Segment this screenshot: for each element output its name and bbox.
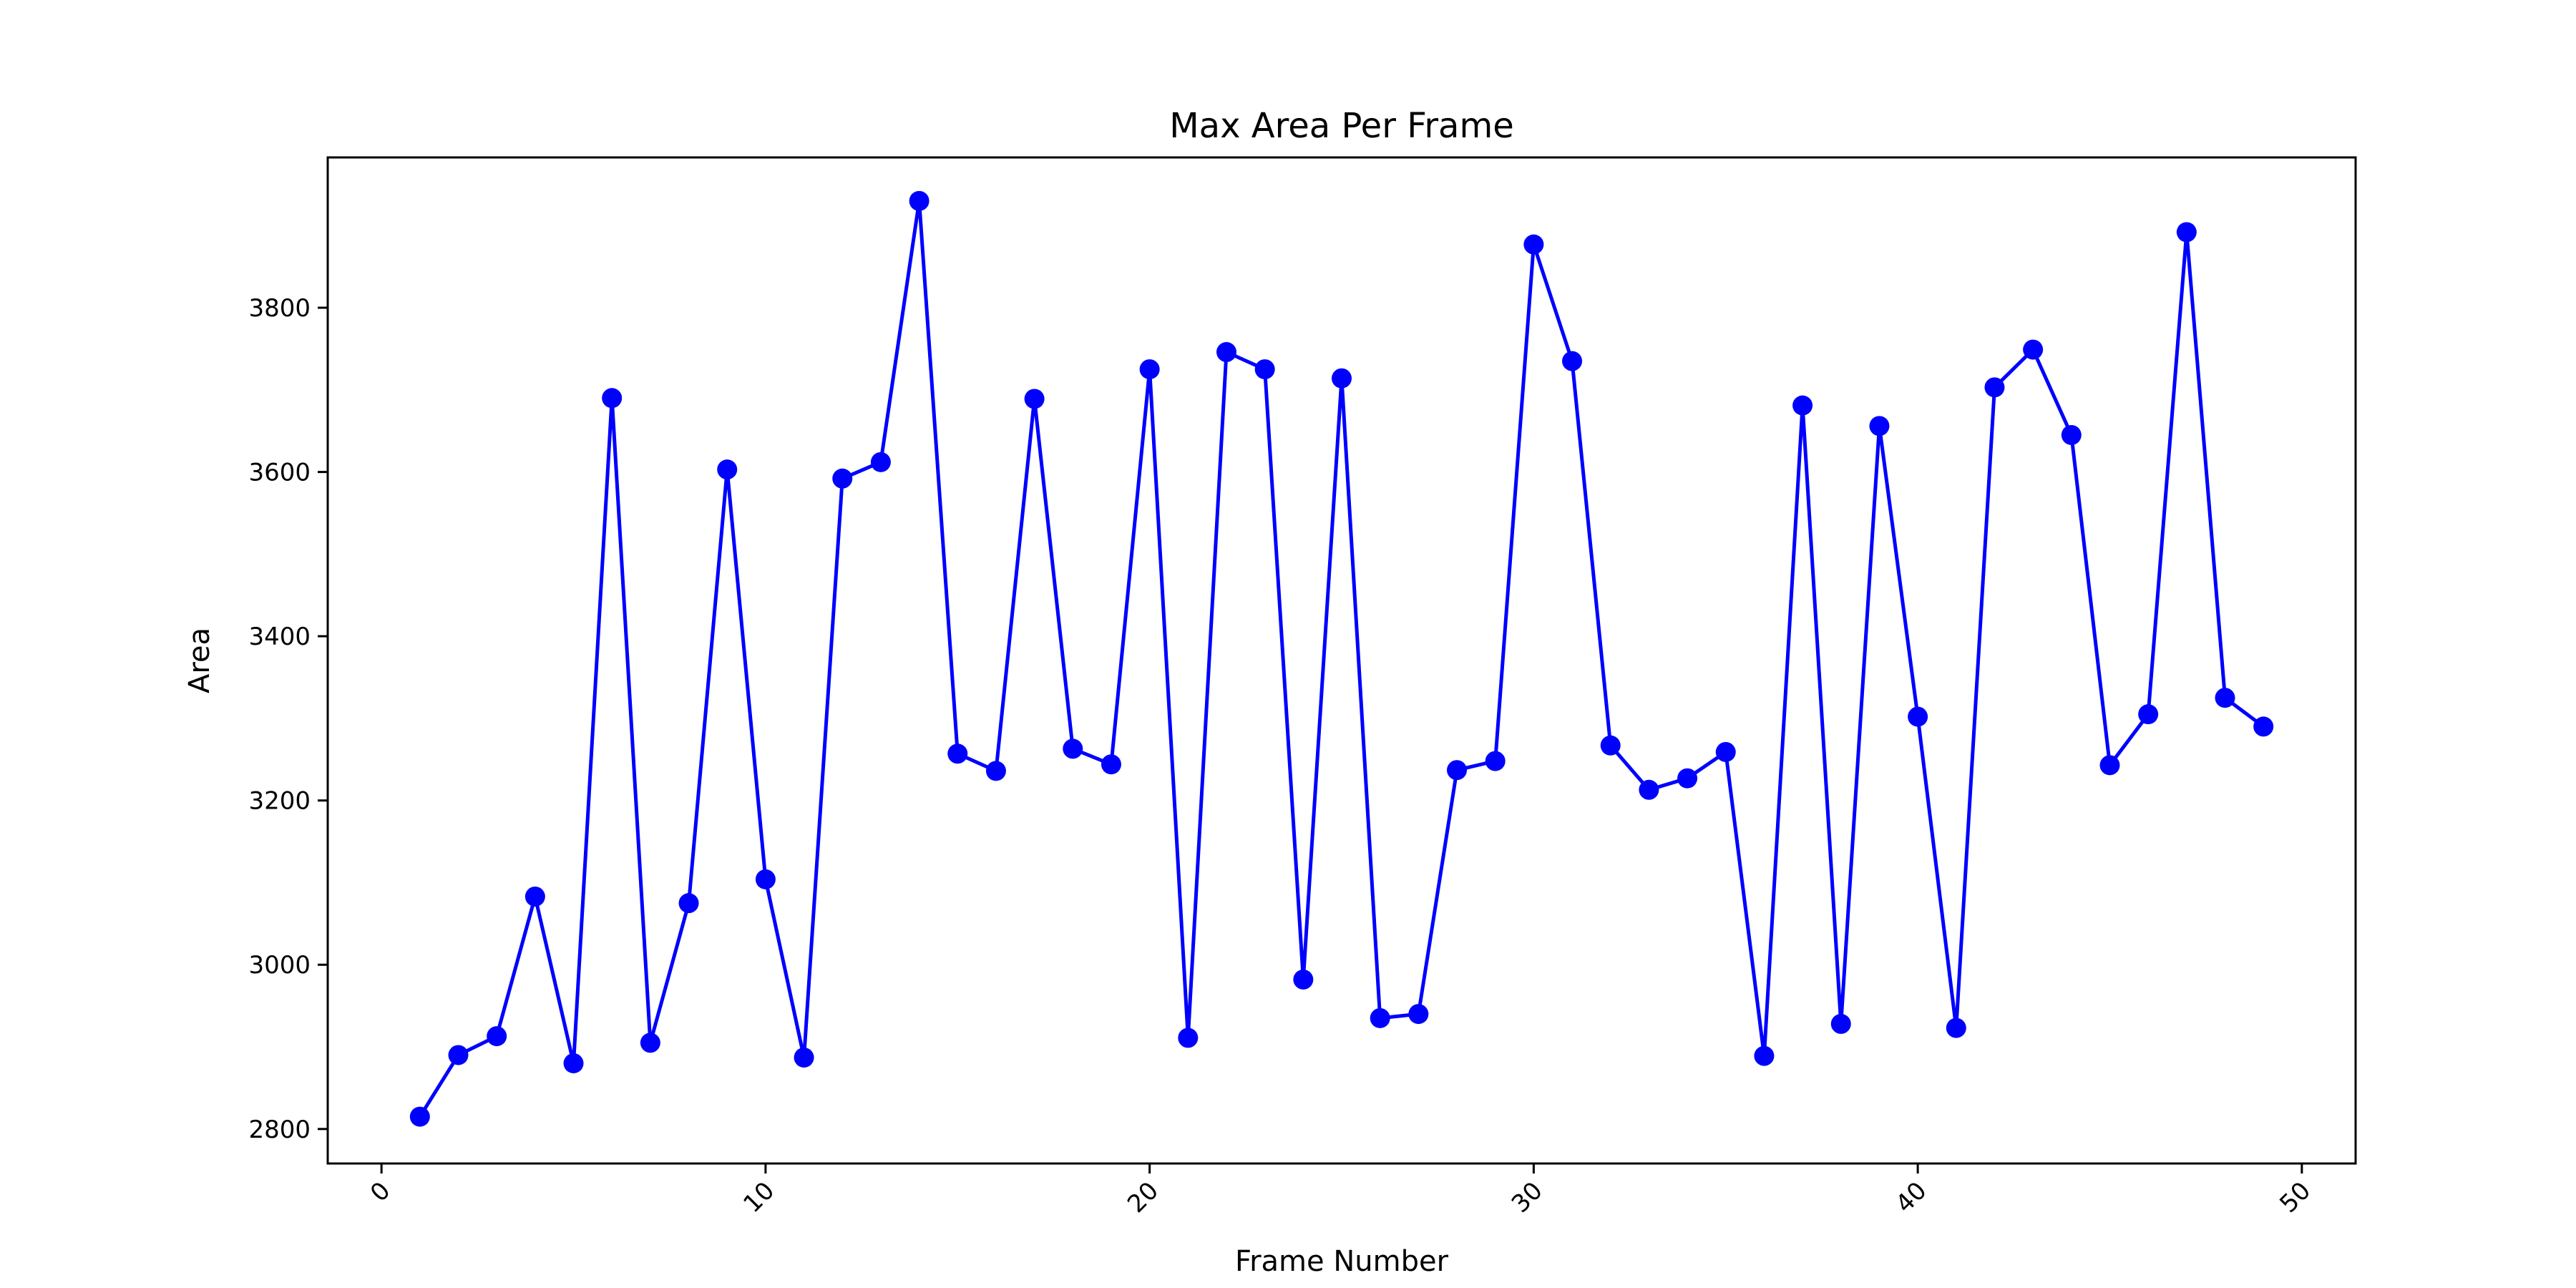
y-tick-label: 3000 — [248, 951, 311, 980]
data-point — [947, 743, 968, 764]
ticks-layer: 0 10 20 30 40 50 2800 3000 3200 3400 3600 3800 — [248, 294, 2316, 1219]
data-point — [1139, 359, 1160, 380]
x-axis-title: Frame Number — [1235, 1245, 1449, 1278]
data-point — [640, 1033, 660, 1053]
data-point — [525, 886, 545, 907]
data-point — [1869, 416, 1890, 436]
data-point — [985, 761, 1006, 781]
data-point — [1370, 1008, 1390, 1028]
x-tick-label: 30 — [1506, 1176, 1548, 1219]
data-point — [1715, 741, 1736, 762]
x-tick-label: 10 — [738, 1176, 780, 1219]
x-tick-label: 0 — [365, 1176, 396, 1208]
data-point — [1216, 342, 1236, 363]
y-tick-label: 2800 — [248, 1116, 311, 1144]
data-point — [2023, 339, 2044, 360]
data-point — [678, 893, 699, 914]
data-point — [2138, 704, 2159, 725]
data-point — [2215, 688, 2235, 708]
data-point — [870, 452, 891, 472]
data-point — [1408, 1004, 1429, 1025]
data-point — [2176, 222, 2197, 243]
data-point — [1447, 760, 1468, 781]
data-point — [1254, 359, 1275, 380]
y-tick-label: 3400 — [248, 623, 311, 651]
data-point — [2061, 424, 2082, 445]
y-tick-label: 3800 — [248, 294, 311, 323]
y-tick-label: 3200 — [248, 787, 311, 816]
chart-title: Max Area Per Frame — [1169, 106, 1514, 146]
data-point — [1754, 1045, 1775, 1066]
series-layer — [409, 190, 2274, 1127]
data-point — [1639, 779, 1659, 800]
data-point — [602, 388, 623, 409]
plot-frame — [326, 156, 2357, 1165]
data-point — [2253, 716, 2274, 737]
data-point — [755, 869, 776, 889]
data-point — [1946, 1018, 1966, 1038]
data-point — [1101, 754, 1121, 775]
data-point — [1600, 735, 1621, 756]
data-point — [487, 1026, 507, 1047]
data-point — [1984, 377, 2005, 398]
data-point — [1063, 738, 1083, 759]
data-point — [563, 1053, 584, 1073]
data-point — [1677, 768, 1698, 789]
data-point — [1293, 969, 1314, 990]
data-point — [409, 1106, 430, 1127]
data-point — [2099, 755, 2120, 776]
x-tick-label: 50 — [2274, 1176, 2316, 1219]
series-line — [418, 199, 2265, 1118]
x-tick-label: 40 — [1890, 1176, 1933, 1219]
y-tick-label: 3600 — [248, 459, 311, 487]
data-point — [794, 1047, 814, 1068]
data-point — [909, 190, 930, 211]
data-point — [1024, 389, 1045, 409]
data-point — [832, 468, 853, 489]
data-point — [1178, 1028, 1199, 1048]
y-axis-title: Area — [183, 628, 216, 693]
data-point — [1485, 751, 1506, 771]
data-point — [1562, 351, 1583, 371]
data-point — [1332, 368, 1352, 389]
data-point — [1830, 1013, 1851, 1034]
data-point — [1523, 234, 1544, 255]
data-point — [1792, 395, 1813, 416]
data-point — [448, 1045, 469, 1065]
data-point — [1908, 706, 1928, 727]
x-tick-label: 20 — [1122, 1176, 1164, 1219]
data-point — [717, 459, 738, 480]
